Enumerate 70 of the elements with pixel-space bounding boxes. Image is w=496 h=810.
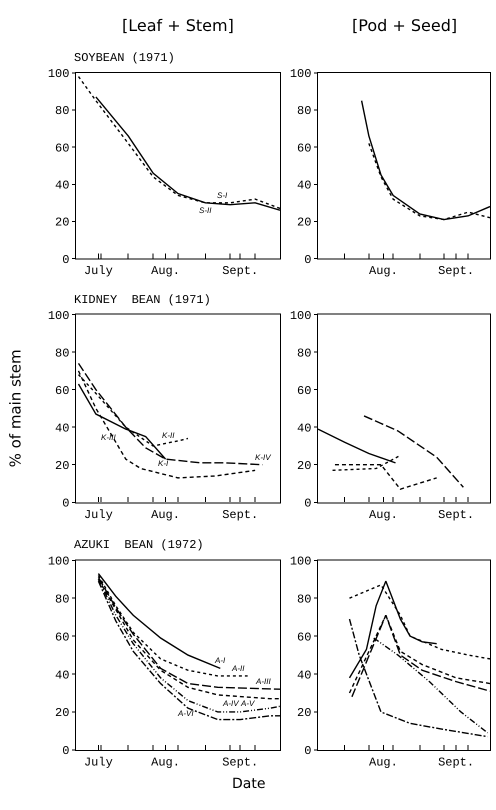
y-tick-label: 80: [297, 104, 312, 118]
x-tick-label: Sept.: [222, 508, 258, 522]
series-label: K-IV: [255, 453, 272, 462]
y-tick-label: 0: [304, 496, 312, 510]
x-tick-label: Sept.: [438, 508, 474, 522]
y-tick-label: 60: [55, 384, 70, 398]
y-tick-label: 60: [297, 141, 312, 156]
series-label: A-IV: [222, 699, 240, 708]
y-tick-label: 80: [55, 592, 70, 606]
x-tick-label: Sept.: [222, 264, 258, 278]
y-tick-label: 20: [297, 706, 312, 720]
y-tick-label: 80: [55, 104, 70, 118]
series-label: A-VI: [177, 709, 194, 718]
y-tick-label: 80: [297, 346, 312, 360]
y-tick-label: 40: [55, 421, 70, 436]
y-tick-label: 0: [62, 252, 70, 267]
y-tick-label: 80: [55, 346, 70, 360]
y-tick-label: 20: [55, 216, 70, 230]
y-tick-label: 60: [297, 384, 312, 398]
y-tick-label: 40: [297, 421, 312, 436]
y-tick-label: 40: [297, 178, 312, 192]
series-label: K-II: [162, 431, 176, 440]
y-tick-label: 40: [297, 668, 312, 682]
y-tick-label: 100: [290, 67, 312, 82]
x-axis-title: Date: [232, 776, 266, 792]
y-tick-label: 60: [55, 630, 70, 644]
y-tick-label: 100: [48, 554, 70, 568]
x-tick-label: Aug.: [151, 508, 180, 522]
x-tick-label: July: [84, 755, 113, 770]
y-tick-label: 60: [55, 141, 70, 156]
y-tick-label: 100: [48, 67, 70, 82]
y-tick-label: 20: [55, 706, 70, 720]
y-tick-label: 0: [62, 496, 70, 510]
y-tick-label: 20: [297, 458, 312, 473]
x-tick-label: Aug.: [369, 264, 398, 278]
y-tick-label: 100: [290, 308, 312, 323]
y-tick-label: 100: [290, 554, 312, 568]
series-label: A-I: [214, 656, 226, 665]
y-tick-label: 0: [304, 252, 312, 267]
series-label: A-II: [231, 664, 246, 673]
series-label: S-II: [199, 206, 212, 215]
chart-subtitle: SOYBEAN (1971): [74, 51, 175, 65]
chart-title: AZUKI BEAN (1972): [74, 538, 204, 552]
y-tick-label: 0: [62, 744, 70, 758]
x-tick-label: July: [84, 508, 113, 522]
series-label: K-I: [158, 459, 169, 468]
series-label: S-I: [217, 191, 228, 200]
y-tick-label: 40: [55, 178, 70, 192]
x-tick-label: Sept.: [438, 755, 474, 770]
y-tick-label: 40: [55, 668, 70, 682]
x-tick-label: Sept.: [222, 755, 258, 770]
x-tick-label: Aug.: [369, 755, 398, 770]
x-tick-label: July: [84, 264, 113, 278]
chart-title: [Pod + Seed]: [352, 16, 458, 35]
series-label: A-V: [240, 699, 255, 708]
chart-title: KIDNEY BEAN (1971): [74, 293, 211, 307]
x-tick-label: Aug.: [151, 755, 180, 770]
y-tick-label: 80: [297, 592, 312, 606]
chart-title: [Leaf + Stem]: [122, 16, 234, 35]
y-tick-label: 20: [297, 216, 312, 230]
x-tick-label: Aug.: [369, 508, 398, 522]
y-tick-label: 60: [297, 630, 312, 644]
x-tick-label: Aug.: [151, 264, 180, 278]
y-tick-label: 20: [55, 458, 70, 473]
series-label: A-III: [255, 677, 272, 686]
y-axis-title: % of main stem: [6, 349, 25, 468]
y-tick-label: 100: [48, 308, 70, 323]
x-tick-label: Sept.: [438, 264, 474, 278]
y-tick-label: 0: [304, 744, 312, 758]
series-label: K-III: [101, 433, 116, 442]
